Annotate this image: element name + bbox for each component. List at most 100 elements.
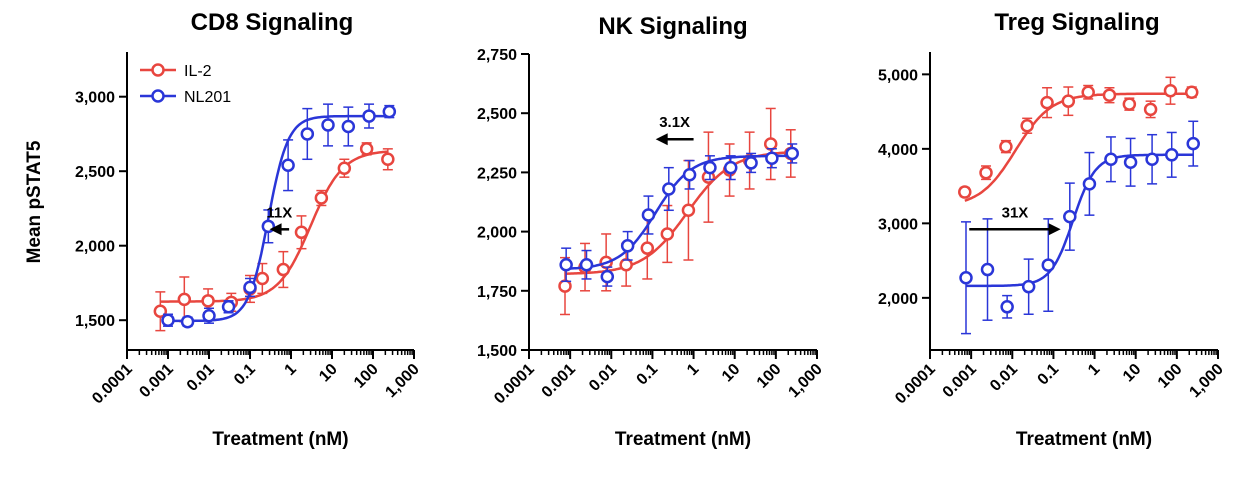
data-point bbox=[276, 262, 291, 277]
data-point bbox=[180, 314, 195, 329]
data-point bbox=[1040, 95, 1054, 110]
chart-title: Treg Signaling bbox=[994, 9, 1159, 36]
x-tick-label: 0.1 bbox=[1035, 361, 1063, 389]
data-point bbox=[785, 146, 799, 161]
y-tick-label: 4,000 bbox=[878, 142, 918, 159]
data-point bbox=[1000, 300, 1014, 314]
y-tick-label: 2,000 bbox=[878, 291, 918, 308]
fold-change-label: 31X bbox=[1002, 204, 1029, 221]
data-point bbox=[619, 258, 633, 272]
arrowhead-icon bbox=[1048, 223, 1061, 236]
data-point bbox=[579, 258, 594, 272]
legend-label: NL201 bbox=[184, 89, 231, 106]
x-axis-label: Treatment (nM) bbox=[1016, 429, 1152, 450]
x-tick-label: 1,000 bbox=[1186, 361, 1226, 401]
data-point bbox=[559, 258, 573, 272]
data-point bbox=[1081, 85, 1095, 99]
data-point bbox=[558, 279, 572, 293]
data-point bbox=[600, 269, 615, 284]
data-point bbox=[314, 191, 329, 205]
x-tick-label: 0.01 bbox=[987, 361, 1021, 395]
data-point bbox=[359, 142, 374, 156]
data-point bbox=[1164, 148, 1179, 162]
data-point bbox=[958, 185, 972, 199]
data-point bbox=[959, 270, 973, 285]
data-point bbox=[201, 294, 215, 308]
y-tick-label: 2,500 bbox=[75, 164, 115, 181]
x-tick-label: 0.001 bbox=[136, 361, 176, 401]
data-point bbox=[1021, 279, 1036, 294]
data-point bbox=[362, 109, 376, 123]
x-tick-label: 0.0001 bbox=[89, 361, 136, 408]
data-point bbox=[341, 119, 356, 134]
data-point bbox=[763, 137, 778, 151]
x-tick-label: 0.001 bbox=[539, 361, 579, 401]
x-tick-label: 0.01 bbox=[184, 361, 218, 395]
data-point bbox=[177, 292, 192, 307]
data-point bbox=[1104, 152, 1118, 167]
data-point bbox=[294, 225, 309, 240]
y-tick-label: 3,000 bbox=[878, 216, 918, 233]
data-point bbox=[337, 161, 352, 175]
data-point bbox=[703, 160, 717, 175]
arrowhead-icon bbox=[269, 223, 282, 236]
x-tick-label: 1,000 bbox=[382, 361, 422, 401]
data-point bbox=[221, 300, 236, 314]
data-point bbox=[999, 139, 1013, 154]
data-point bbox=[1061, 94, 1076, 108]
x-tick-label: 0.001 bbox=[940, 361, 980, 401]
x-tick-label: 0.0001 bbox=[892, 361, 939, 408]
y-tick-label: 5,000 bbox=[878, 67, 918, 84]
x-tick-label: 0.0001 bbox=[491, 361, 538, 408]
data-point bbox=[641, 208, 656, 222]
y-tick-label: 1,500 bbox=[477, 343, 517, 360]
data-point bbox=[1145, 152, 1159, 167]
fold-change-label: 3.1X bbox=[659, 114, 690, 131]
x-tick-label: 100 bbox=[754, 361, 785, 392]
y-tick-label: 1,750 bbox=[477, 284, 517, 301]
data-point bbox=[1123, 155, 1138, 170]
data-point bbox=[1122, 97, 1137, 111]
x-tick-label: 1 bbox=[684, 361, 702, 379]
data-point bbox=[744, 156, 758, 170]
fold-change-label: 11X bbox=[266, 204, 292, 221]
series-il2 bbox=[958, 76, 1199, 202]
data-point bbox=[979, 165, 993, 180]
y-tick-label: 2,000 bbox=[477, 225, 517, 242]
chart-nk: NK Signaling 1,500 1,750 2,000 2,250 2,500 2,7… bbox=[477, 13, 826, 450]
y-tick-label: 3,000 bbox=[75, 90, 115, 107]
data-point bbox=[765, 151, 779, 165]
legend: IL-2 NL201 bbox=[140, 63, 231, 106]
data-point bbox=[1186, 136, 1200, 151]
series-nl201 bbox=[959, 120, 1200, 335]
chart-title: CD8 Signaling bbox=[191, 9, 354, 36]
data-point bbox=[202, 308, 216, 323]
fold-change-annotation: 3.1X bbox=[655, 114, 694, 146]
x-tick-label: 10 bbox=[316, 361, 341, 386]
legend-marker bbox=[151, 89, 165, 103]
data-point bbox=[1041, 258, 1056, 272]
data-point bbox=[1063, 209, 1077, 224]
y-tick-label: 1,500 bbox=[75, 313, 115, 330]
data-point bbox=[662, 182, 676, 196]
legend-label: IL-2 bbox=[184, 63, 212, 80]
data-point bbox=[243, 280, 257, 295]
x-axis-label: Treatment (nM) bbox=[615, 429, 751, 450]
fit-curve bbox=[565, 151, 791, 275]
data-point bbox=[1102, 88, 1117, 102]
data-point bbox=[682, 168, 697, 182]
chart-treg: Treg Signaling 2,000 3,000 4,000 5,000 0.0001… bbox=[878, 9, 1227, 450]
data-point bbox=[1143, 102, 1158, 117]
x-tick-label: 1,000 bbox=[785, 361, 825, 401]
x-tick-label: 100 bbox=[1155, 361, 1186, 392]
data-point bbox=[300, 127, 315, 141]
fold-change-annotation: 11X bbox=[266, 204, 292, 236]
y-tick-label: 2,250 bbox=[477, 165, 517, 182]
data-point bbox=[1082, 177, 1097, 191]
x-tick-label: 10 bbox=[1120, 361, 1145, 386]
x-tick-label: 10 bbox=[719, 361, 744, 386]
y-axis-label: Mean pSTAT5 bbox=[24, 140, 45, 263]
y-tick-label: 2,000 bbox=[75, 239, 115, 256]
arrowhead-icon bbox=[655, 133, 668, 146]
